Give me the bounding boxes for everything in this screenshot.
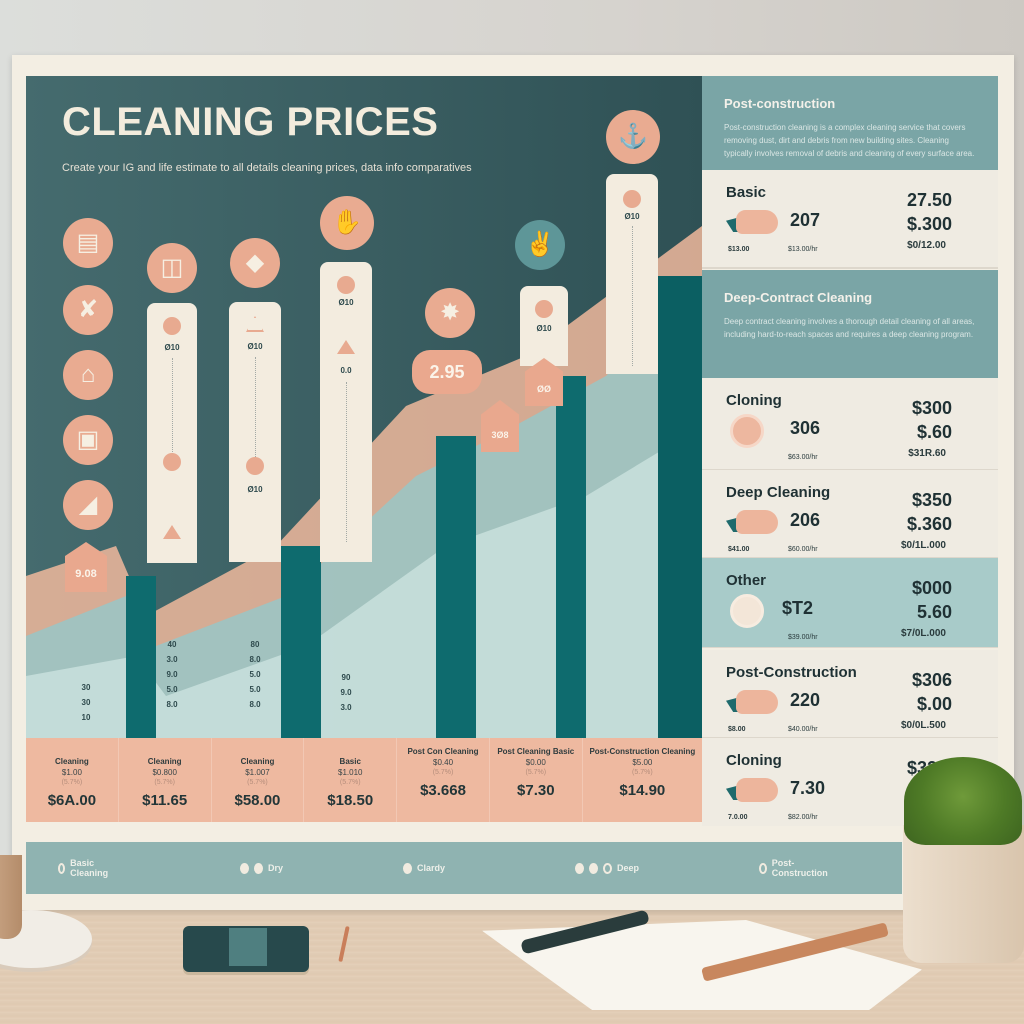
mop-icon: ✘ (63, 285, 113, 335)
legend-item: Clardy (403, 862, 445, 874)
spray-hand-icon: ✌ (515, 220, 565, 270)
hand-cloth-icon (726, 210, 778, 236)
bar-1-values: 40 3.0 9.0 5.0 8.0 (166, 640, 178, 709)
house-icon: ⌂ (63, 350, 113, 400)
info-box-deep-contract: Deep-Contract Cleaning Deep contract cle… (702, 270, 998, 378)
category-column: Cleaning $0.800 (5.7%) $11.65 (119, 738, 212, 822)
bar-3-values: 90 9.0 3.0 (340, 673, 352, 712)
category-column: Basic $1.010 (5.7%) $18.50 (304, 738, 398, 822)
legend-dot-icon (575, 862, 585, 874)
bar-dotted-line (172, 358, 173, 458)
value-bubble: 2.95 (412, 350, 482, 394)
legend-item: Post-Construction (759, 858, 829, 878)
glove-icon: ◢ (63, 480, 113, 530)
category-column: Cleaning $1.007 (5.7%) $58.00 (212, 738, 305, 822)
potted-plant (904, 757, 1022, 845)
info-icon: ⚓ (606, 110, 660, 164)
category-column: Cleaning $1.00 (5.7%) $6A.00 (26, 738, 119, 822)
bin-icon: ▣ (63, 415, 113, 465)
bar-marker-icon (337, 340, 355, 354)
price-bar-6: Ø10 (606, 174, 658, 374)
legend-ring-icon (759, 862, 767, 874)
table-icon: ▤ (63, 218, 113, 268)
bar-marker-icon (623, 190, 641, 208)
price-card: Deep Cleaning 206 $41.00 $60.00/hr $350 … (702, 470, 998, 558)
legend-item: Deep (575, 862, 639, 874)
legend-dot-icon (254, 862, 263, 874)
hand-cloth-icon (726, 778, 778, 804)
legend-item: Basic Cleaning (58, 858, 110, 878)
hand-cloth-icon (726, 510, 778, 536)
price-bar-3: Ø10 0.0 (320, 262, 372, 562)
category-label-strip: Cleaning $1.00 (5.7%) $6A.00 Cleaning $0… (26, 738, 702, 822)
sponge-icon: ✸ (425, 288, 475, 338)
bar-dotted-line (255, 357, 256, 457)
bar-2-values: 80 8.0 5.0 5.0 8.0 (249, 640, 261, 709)
hand-icon: ✋ (320, 196, 374, 250)
legend-ring-icon (58, 862, 66, 874)
category-column: Post-Construction Cleaning $5.00 (5.7%) … (589, 747, 696, 799)
smartphone[interactable] (183, 926, 309, 972)
soap-icon: ◆ (230, 238, 280, 288)
chart-legend: Basic Cleaning Dry Clardy Deep Post-Cons… (26, 842, 902, 894)
category-column: Post Cleaning Basic $0.00 (5.7%) $7.30 (490, 738, 583, 822)
legend-item: Dry (240, 862, 283, 874)
legend-dot-icon (589, 862, 599, 874)
price-bar-1: Ø10 (147, 303, 197, 563)
first-column-values: 30 30 10 (81, 683, 91, 722)
price-bar-2: Ø10 Ø10 (229, 302, 281, 562)
phone-screen (229, 928, 267, 966)
price-card: Basic 207 $13.00 $13.00/hr 27.50 $.300 $… (702, 170, 998, 268)
triangle-outline-icon (246, 316, 264, 332)
bar-marker-icon (246, 457, 264, 475)
legend-dot-icon (240, 862, 249, 874)
bar-marker-icon (535, 300, 553, 318)
bar-dotted-line (346, 382, 347, 542)
bar-marker-icon (163, 317, 181, 335)
bar-marker-icon (337, 276, 355, 294)
legend-ring-icon (603, 862, 613, 874)
price-card-basic (702, 268, 998, 269)
price-bar-5: Ø10 (520, 286, 568, 366)
bar-dotted-line (632, 226, 633, 366)
plant-pot (903, 825, 1024, 963)
price-card: Other $T2 $39.00/hr $000 5.60 $7/0L.000 (702, 558, 998, 648)
round-badge-icon (726, 414, 778, 448)
price-card: Cloning 306 $63.00/hr $300 $.60 $31R.60 (702, 378, 998, 470)
bar-marker-icon (163, 525, 181, 539)
legend-dot-icon (403, 862, 413, 874)
price-card: Post-Construction 220 $8.00 $40.00/hr $3… (702, 650, 998, 738)
page-subtitle: Create your IG and life estimate to all … (62, 162, 472, 174)
bar-marker-icon (163, 453, 181, 471)
page-title: CLEANING PRICES (62, 100, 439, 144)
hand-cloth-icon (726, 690, 778, 716)
smiley-badge-icon (726, 594, 778, 628)
coffee-cup (0, 855, 22, 939)
category-column: Post Con Cleaning $0.40 (5.7%) $3.668 (397, 738, 490, 822)
trash-can-icon: ◫ (147, 243, 197, 293)
